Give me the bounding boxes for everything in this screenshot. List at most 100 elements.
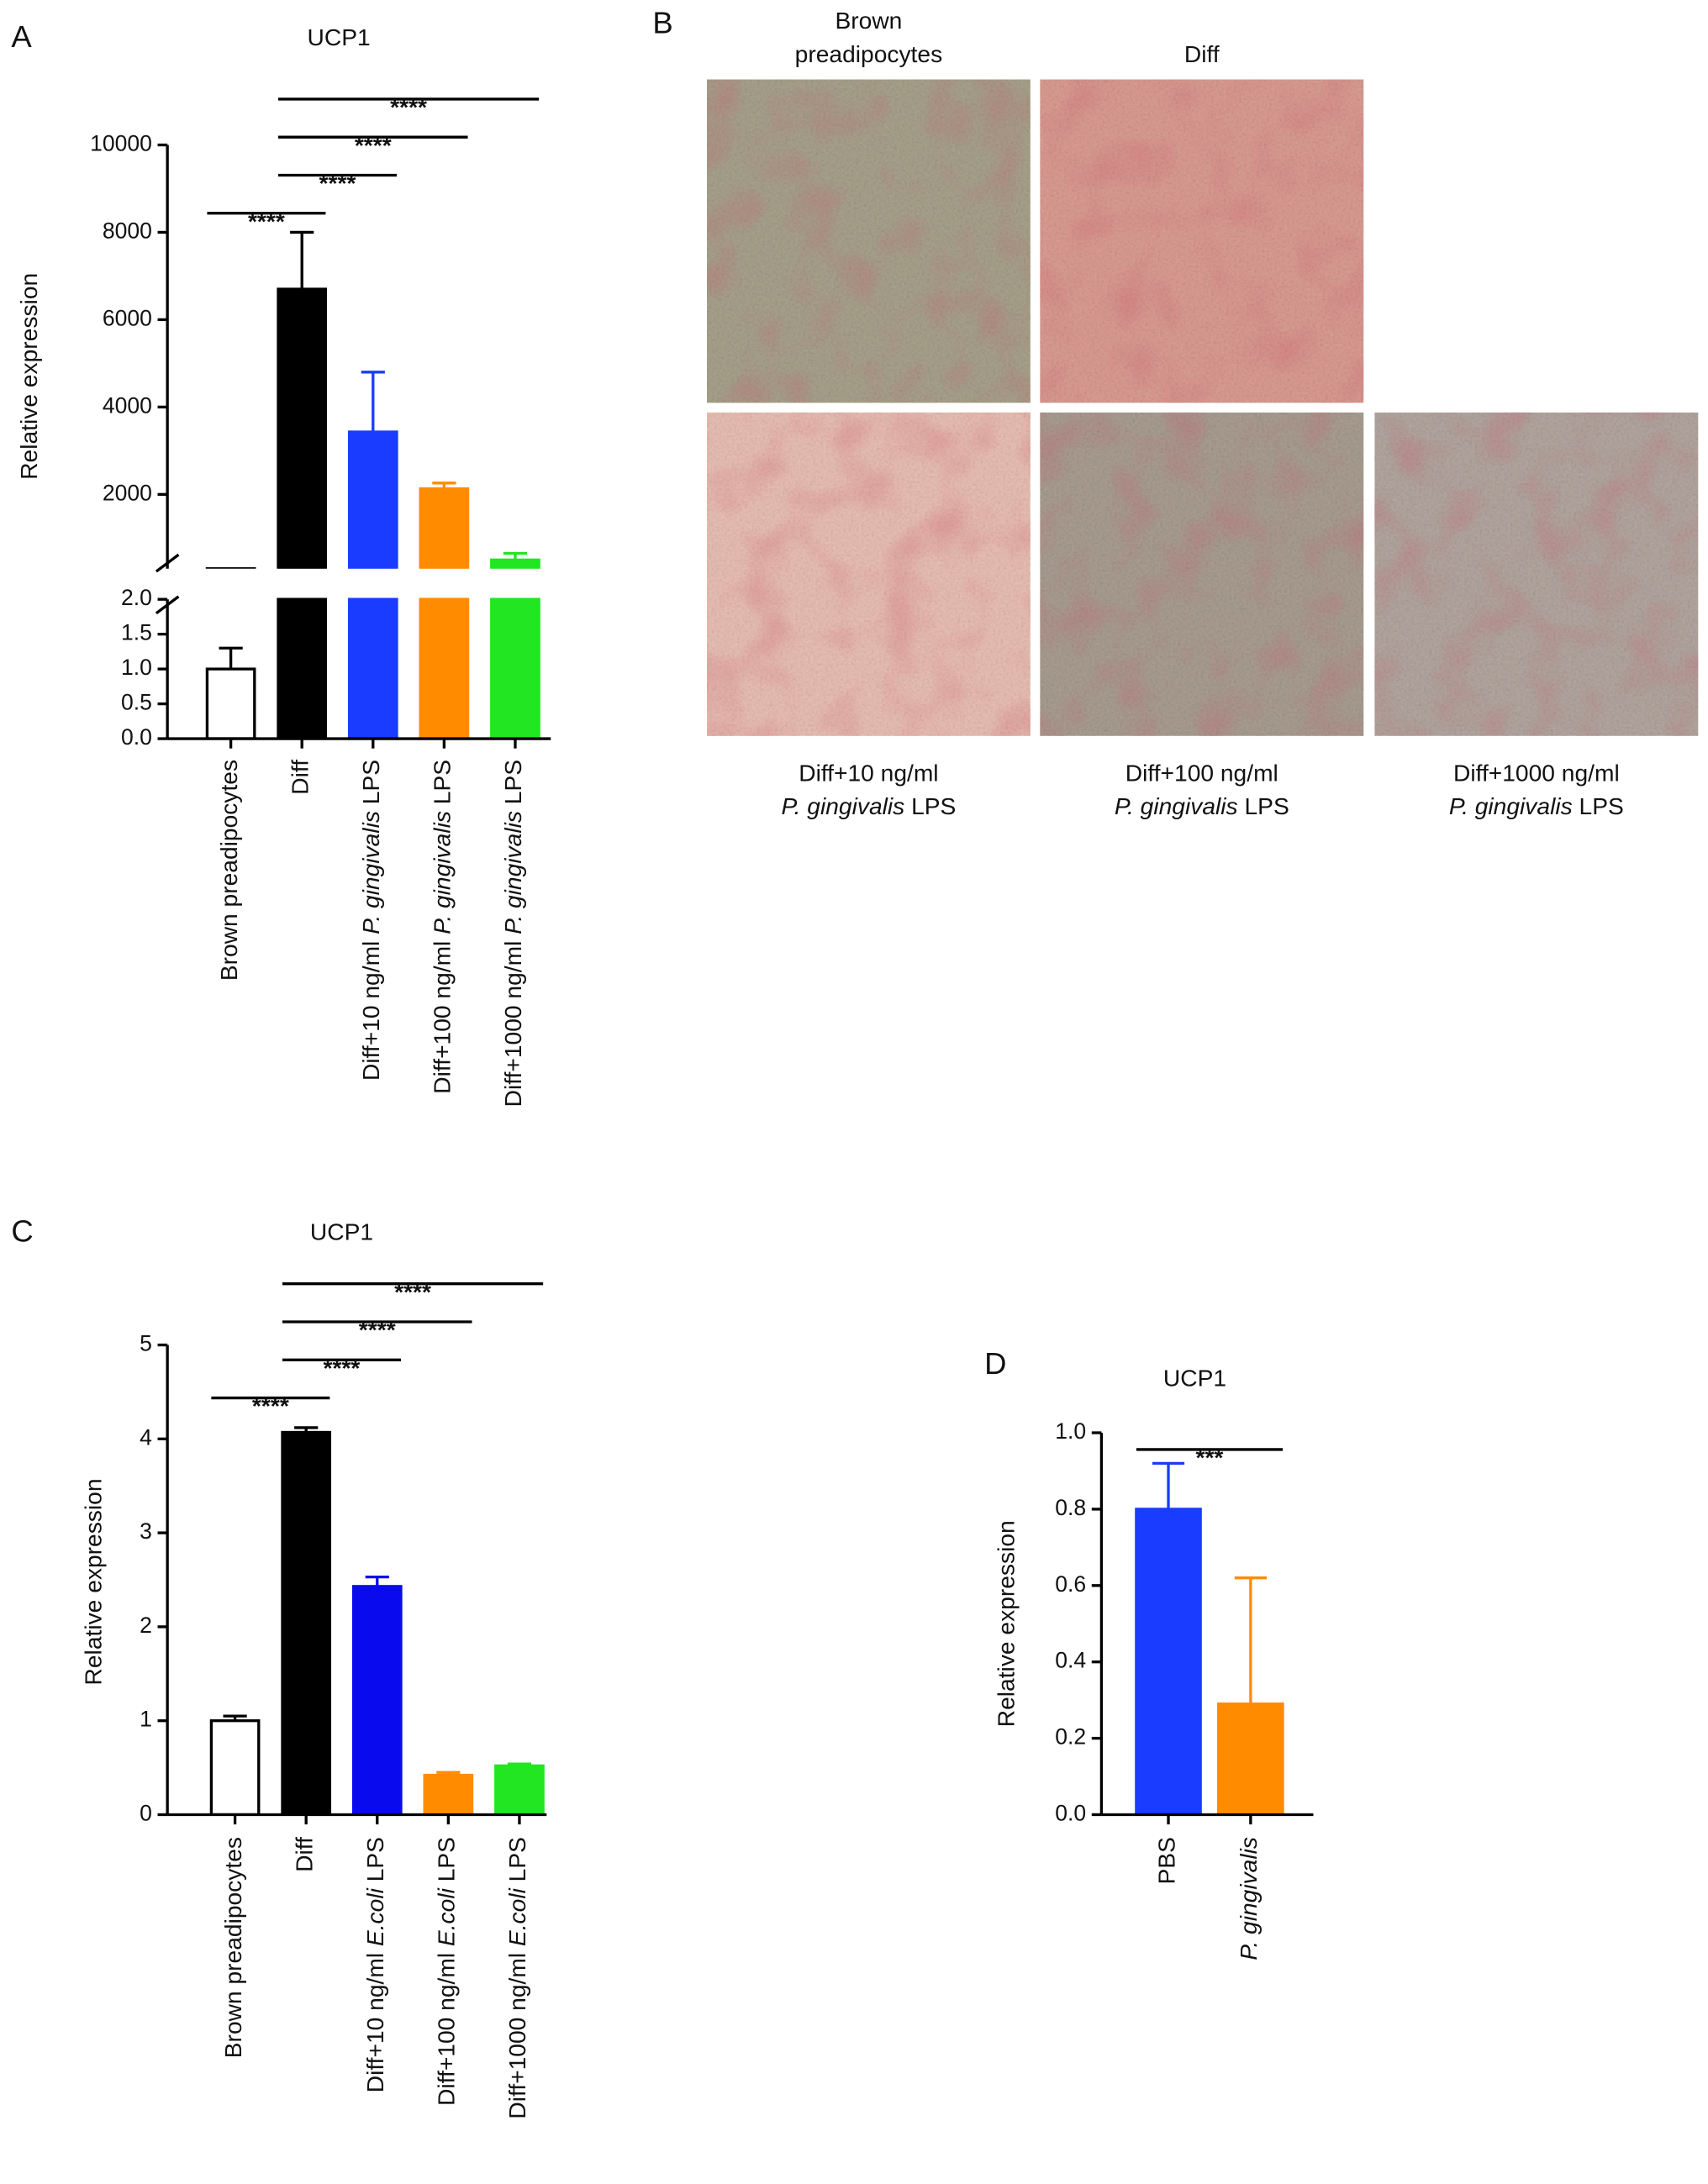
micrograph-caption: P. gingivalis LPS <box>1115 792 1289 819</box>
x-tick-label: Diff+1000 ng/ml E.coli LPS <box>503 1837 530 2119</box>
micrograph-stain <box>707 412 1031 736</box>
micrograph-stain <box>1040 412 1364 736</box>
bar-group <box>1217 1576 1284 1815</box>
bar <box>1135 1508 1202 1815</box>
bar-group <box>205 567 256 569</box>
significance-label: **** <box>359 1316 396 1343</box>
significance-label: *** <box>1195 1444 1223 1471</box>
y-tick-label: 8000 <box>103 218 152 243</box>
y-axis-label: Relative expression <box>15 273 42 480</box>
chart-title: UCP1 <box>308 24 371 50</box>
bar-group <box>347 371 398 569</box>
significance-label: **** <box>390 93 427 120</box>
x-tick-label: Diff+100 ng/ml E.coli LPS <box>433 1837 460 2106</box>
bar-group <box>419 482 470 569</box>
bar <box>277 287 328 569</box>
bar <box>490 597 540 739</box>
bar-group <box>1135 1461 1202 1815</box>
micrograph-caption: Brown <box>835 7 902 34</box>
micrograph-stain <box>707 79 1031 403</box>
bar <box>1217 1702 1284 1815</box>
bar-group <box>490 551 540 569</box>
y-tick-label: 1.0 <box>1055 1418 1086 1444</box>
y-axis-label: Relative expression <box>79 1478 106 1685</box>
y-tick-label: 1 <box>140 1707 152 1732</box>
bar <box>277 597 328 739</box>
x-tick-label: Brown preadipocytes <box>215 760 242 981</box>
significance-label: **** <box>324 1354 361 1381</box>
y-tick-label: 5 <box>140 1331 152 1356</box>
axis-break <box>155 595 180 615</box>
bar <box>494 1764 545 1815</box>
bar-group <box>419 597 470 739</box>
bar-group <box>205 646 256 739</box>
bar-group <box>494 1762 545 1815</box>
y-tick-label: 6000 <box>103 305 152 330</box>
y-tick-label: 0.2 <box>1055 1724 1086 1750</box>
micrograph-caption: P. gingivalis LPS <box>1449 792 1624 819</box>
micrograph-caption: P. gingivalis LPS <box>781 792 956 819</box>
bar <box>347 597 398 739</box>
significance-label: **** <box>355 131 392 158</box>
axis-break <box>155 553 180 573</box>
x-tick-label: Diff <box>287 760 314 795</box>
significance-label: **** <box>248 208 285 234</box>
x-tick-label: Diff+10 ng/ml P. gingivalis LPS <box>357 760 384 1081</box>
micrograph-caption: Diff+10 ng/ml <box>799 760 938 787</box>
bar <box>205 567 256 569</box>
y-tick-label: 0 <box>140 1800 152 1825</box>
panel-letter: D <box>984 1346 1006 1381</box>
y-tick-label: 0.4 <box>1055 1648 1086 1673</box>
panel-letter: B <box>652 5 672 39</box>
y-tick-label: 1.0 <box>121 655 152 680</box>
micrograph-caption: Diff+100 ng/ml <box>1125 760 1278 787</box>
panel-letter: C <box>11 1213 33 1248</box>
y-tick-label: 10000 <box>90 131 152 156</box>
bar-group <box>277 230 328 569</box>
bar <box>281 1430 332 1815</box>
chart-title: UCP1 <box>1163 1364 1226 1391</box>
bar-group <box>347 597 398 739</box>
micrograph-caption: preadipocytes <box>795 40 943 67</box>
y-tick-label: 0.5 <box>121 690 152 715</box>
y-tick-label: 4 <box>140 1424 152 1450</box>
bar-group <box>351 1575 403 1815</box>
x-tick-label: Diff+100 ng/ml P. gingivalis LPS <box>429 760 456 1094</box>
chart-title: UCP1 <box>310 1218 373 1245</box>
bar-group <box>490 597 540 739</box>
bar <box>205 667 256 739</box>
micrograph-caption: Diff <box>1184 40 1220 67</box>
significance-label: **** <box>319 170 356 197</box>
bar <box>347 430 398 569</box>
x-tick-label: Brown preadipocytes <box>219 1837 246 2058</box>
significance-label: **** <box>394 1278 431 1305</box>
bar-group <box>423 1771 474 1815</box>
panel-letter: A <box>11 19 32 54</box>
y-tick-label: 0.8 <box>1055 1495 1086 1520</box>
y-tick-label: 1.5 <box>121 620 152 645</box>
y-tick-label: 0.0 <box>121 724 152 750</box>
x-tick-label: Diff <box>291 1837 318 1872</box>
y-tick-label: 2 <box>140 1613 152 1638</box>
x-tick-label: Diff+1000 ng/ml P. gingivalis LPS <box>499 760 526 1107</box>
y-tick-label: 2.0 <box>121 585 152 610</box>
x-tick-label: Diff+10 ng/ml E.coli LPS <box>361 1837 388 2092</box>
y-tick-label: 0.6 <box>1055 1571 1086 1597</box>
bar <box>419 597 470 739</box>
y-tick-label: 2000 <box>103 480 152 505</box>
micrograph-stain <box>1374 412 1699 736</box>
significance-label: **** <box>252 1392 289 1419</box>
y-tick-label: 3 <box>140 1518 152 1544</box>
bar <box>209 1719 261 1815</box>
bar-group <box>277 597 328 739</box>
y-tick-label: 4000 <box>103 392 152 418</box>
micrograph-caption: Diff+1000 ng/ml <box>1453 760 1620 787</box>
bar <box>490 558 540 569</box>
bar-group <box>281 1426 332 1815</box>
x-tick-label: PBS <box>1152 1837 1179 1884</box>
bar-group <box>209 1714 261 1815</box>
micrograph-stain <box>1040 79 1364 403</box>
bar <box>423 1773 474 1815</box>
x-tick-label: P. gingivalis <box>1235 1837 1262 1960</box>
